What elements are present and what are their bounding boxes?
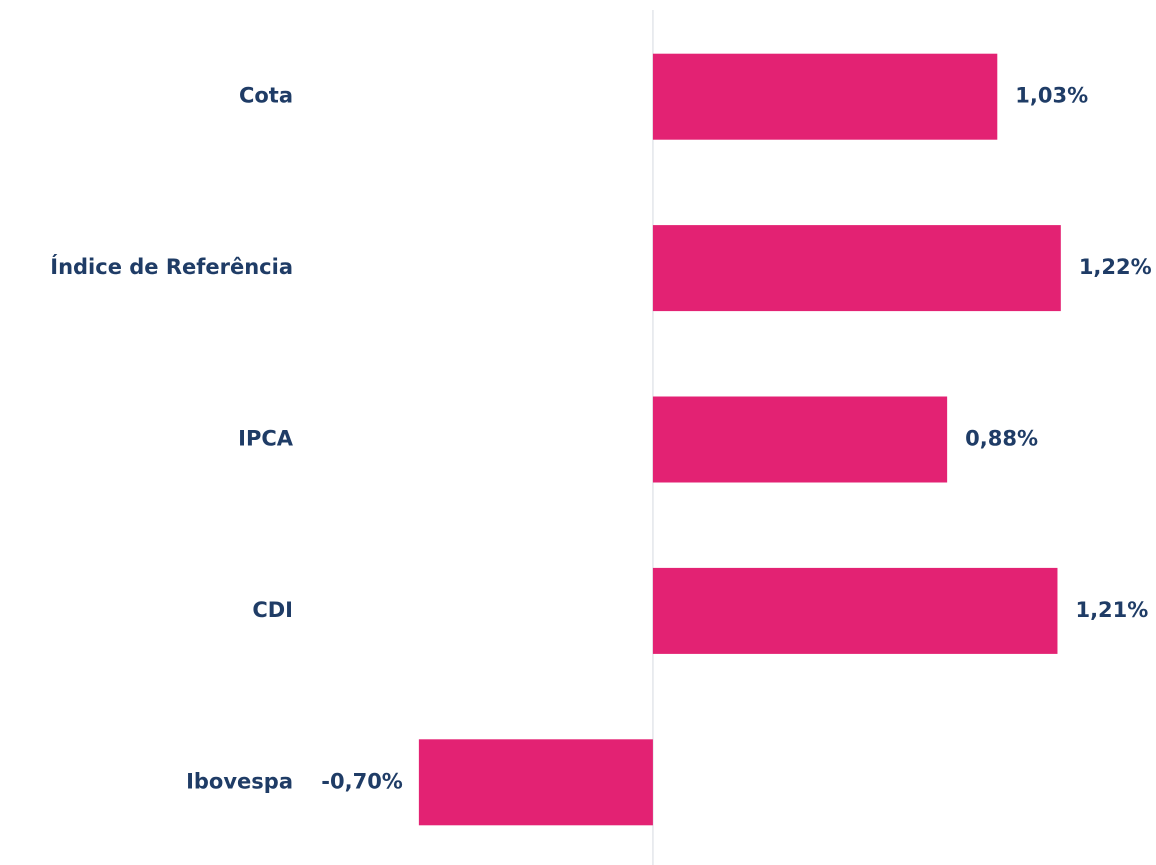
value-label: 0,88% — [965, 427, 1038, 451]
bar — [418, 739, 653, 826]
bar — [652, 225, 1061, 312]
category-label: Cota — [239, 84, 293, 108]
bar — [652, 53, 998, 140]
category-label: CDI — [252, 598, 293, 622]
category-label: IPCA — [238, 427, 294, 451]
value-label: 1,03% — [1015, 84, 1088, 108]
value-label: 1,22% — [1079, 255, 1152, 279]
bar — [652, 396, 948, 483]
category-label: Ibovespa — [186, 769, 293, 793]
value-label: 1,21% — [1075, 598, 1148, 622]
bar — [652, 567, 1058, 654]
category-label: Índice de Referência — [50, 254, 293, 279]
value-label: -0,70% — [321, 769, 403, 793]
